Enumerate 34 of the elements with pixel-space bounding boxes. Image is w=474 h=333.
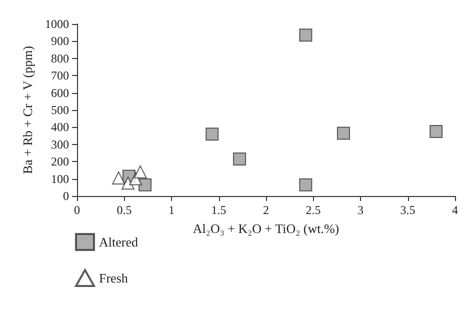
point	[299, 28, 312, 42]
x-tick-label: 3	[358, 203, 364, 217]
legend-label: Altered	[99, 234, 138, 250]
y-tick-label: 500	[51, 103, 69, 117]
y-tick-label: 600	[51, 86, 69, 100]
x-tick-label: 0	[74, 203, 80, 217]
y-tick-label: 700	[51, 68, 69, 83]
point	[122, 176, 135, 190]
point	[299, 178, 312, 192]
y-tick-label: 1000	[45, 17, 69, 31]
point	[336, 126, 350, 140]
x-tick-label: 2	[263, 203, 269, 217]
legend-label: Fresh	[99, 270, 128, 286]
y-tick-label: 200	[51, 154, 69, 169]
y-tick-label: 300	[51, 137, 69, 152]
y-axis-title: Ba + Rb + Cr + V (ppm)	[20, 46, 36, 174]
x-axis-title: Al₂O₃ + K₂O + TiO₂ (wt.%)	[192, 221, 340, 236]
y-tick-label: 0	[63, 189, 69, 203]
x-tick-label: 4	[452, 203, 458, 217]
y-tick-label: 100	[51, 172, 69, 186]
point	[138, 178, 152, 192]
point	[430, 125, 443, 138]
point	[134, 165, 147, 178]
y-tick-label: 800	[51, 51, 69, 66]
point	[233, 152, 246, 166]
point	[112, 171, 126, 184]
x-tick-label: 1	[168, 203, 174, 217]
y-tick-label: 900	[51, 34, 69, 48]
x-tick-label: 3.5	[400, 203, 416, 217]
y-tick-label: 400	[51, 120, 69, 134]
x-tick-label: 0.5	[116, 203, 132, 217]
point	[206, 128, 219, 141]
x-tick-label: 1.5	[211, 203, 226, 217]
x-tick-label: 2.5	[306, 203, 321, 217]
